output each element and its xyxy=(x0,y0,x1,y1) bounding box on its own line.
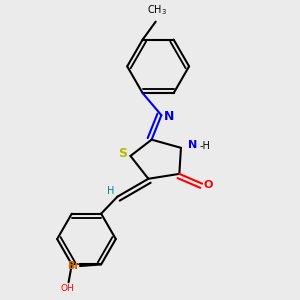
Text: OH: OH xyxy=(60,284,74,293)
Text: N: N xyxy=(188,140,197,150)
Text: H: H xyxy=(107,186,115,196)
Text: Br: Br xyxy=(67,261,79,271)
Text: S: S xyxy=(118,147,127,160)
Text: -H: -H xyxy=(200,141,210,151)
Text: O: O xyxy=(203,180,213,190)
Text: CH$_3$: CH$_3$ xyxy=(147,3,167,17)
Text: N: N xyxy=(164,110,175,123)
